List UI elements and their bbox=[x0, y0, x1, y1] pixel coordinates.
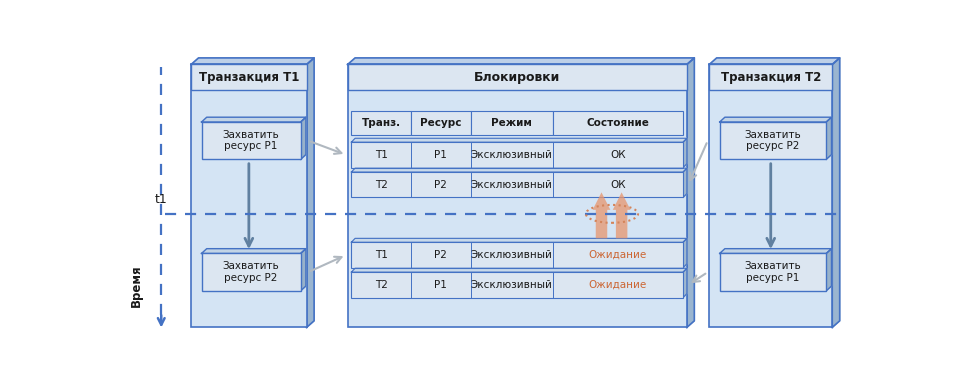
Text: Ресурс: Ресурс bbox=[420, 118, 461, 128]
Text: Захватить
ресурс P1: Захватить ресурс P1 bbox=[223, 130, 280, 151]
Bar bbox=[347, 64, 686, 327]
Polygon shape bbox=[825, 117, 830, 159]
Bar bbox=[191, 64, 307, 90]
Text: Эксклюзивный: Эксклюзивный bbox=[470, 280, 552, 290]
Bar bbox=[201, 122, 301, 159]
Polygon shape bbox=[201, 249, 306, 253]
Bar bbox=[410, 111, 470, 135]
Text: Состояние: Состояние bbox=[586, 118, 649, 128]
Text: T1: T1 bbox=[375, 150, 387, 160]
Polygon shape bbox=[301, 249, 306, 291]
Bar bbox=[470, 111, 552, 135]
Text: Блокировки: Блокировки bbox=[474, 71, 560, 84]
Text: Эксклюзивный: Эксклюзивный bbox=[470, 180, 552, 190]
Text: P2: P2 bbox=[434, 250, 447, 260]
Text: P2: P2 bbox=[434, 180, 447, 190]
Text: Транзакция Т2: Транзакция Т2 bbox=[720, 71, 820, 84]
Text: Время: Время bbox=[130, 264, 143, 307]
Text: Транз.: Транз. bbox=[361, 118, 401, 128]
Text: Эксклюзивный: Эксклюзивный bbox=[470, 150, 552, 160]
Text: t1: t1 bbox=[155, 193, 167, 206]
Text: Эксклюзивный: Эксклюзивный bbox=[470, 250, 552, 260]
Polygon shape bbox=[612, 192, 629, 238]
Polygon shape bbox=[347, 58, 694, 64]
Polygon shape bbox=[825, 249, 830, 291]
Text: ОК: ОК bbox=[609, 180, 625, 190]
Text: T1: T1 bbox=[375, 250, 387, 260]
Text: Транзакция Т1: Транзакция Т1 bbox=[199, 71, 299, 84]
Polygon shape bbox=[351, 268, 686, 272]
Polygon shape bbox=[682, 168, 686, 197]
Text: Захватить
ресурс P2: Захватить ресурс P2 bbox=[744, 130, 801, 151]
Text: Ожидание: Ожидание bbox=[588, 250, 647, 260]
Text: Захватить
ресурс P1: Захватить ресурс P1 bbox=[744, 262, 801, 283]
Text: Ожидание: Ожидание bbox=[588, 280, 647, 290]
Bar bbox=[201, 253, 301, 291]
Bar bbox=[719, 253, 825, 291]
Polygon shape bbox=[301, 117, 306, 159]
Polygon shape bbox=[719, 117, 830, 122]
Text: P1: P1 bbox=[434, 280, 447, 290]
Polygon shape bbox=[351, 138, 686, 142]
Bar bbox=[347, 64, 686, 90]
Polygon shape bbox=[831, 58, 839, 327]
Polygon shape bbox=[682, 138, 686, 168]
Bar bbox=[708, 64, 831, 90]
Polygon shape bbox=[682, 238, 686, 268]
Polygon shape bbox=[592, 192, 609, 238]
Polygon shape bbox=[719, 249, 830, 253]
Bar bbox=[351, 142, 682, 168]
Text: Режим: Режим bbox=[491, 118, 531, 128]
Polygon shape bbox=[201, 117, 306, 122]
Bar bbox=[351, 172, 682, 197]
Text: ОК: ОК bbox=[609, 150, 625, 160]
Bar bbox=[552, 111, 682, 135]
Polygon shape bbox=[191, 58, 313, 64]
Text: T2: T2 bbox=[375, 280, 387, 290]
Bar bbox=[191, 64, 307, 327]
Bar bbox=[351, 242, 682, 268]
Polygon shape bbox=[708, 58, 839, 64]
Polygon shape bbox=[686, 58, 694, 327]
Bar bbox=[351, 272, 682, 298]
Bar bbox=[719, 122, 825, 159]
Polygon shape bbox=[351, 238, 686, 242]
Polygon shape bbox=[307, 58, 313, 327]
Polygon shape bbox=[351, 168, 686, 172]
Text: P1: P1 bbox=[434, 150, 447, 160]
Bar bbox=[708, 64, 831, 327]
Text: Захватить
ресурс P2: Захватить ресурс P2 bbox=[223, 262, 280, 283]
Text: T2: T2 bbox=[375, 180, 387, 190]
Bar bbox=[351, 111, 410, 135]
Polygon shape bbox=[682, 268, 686, 298]
